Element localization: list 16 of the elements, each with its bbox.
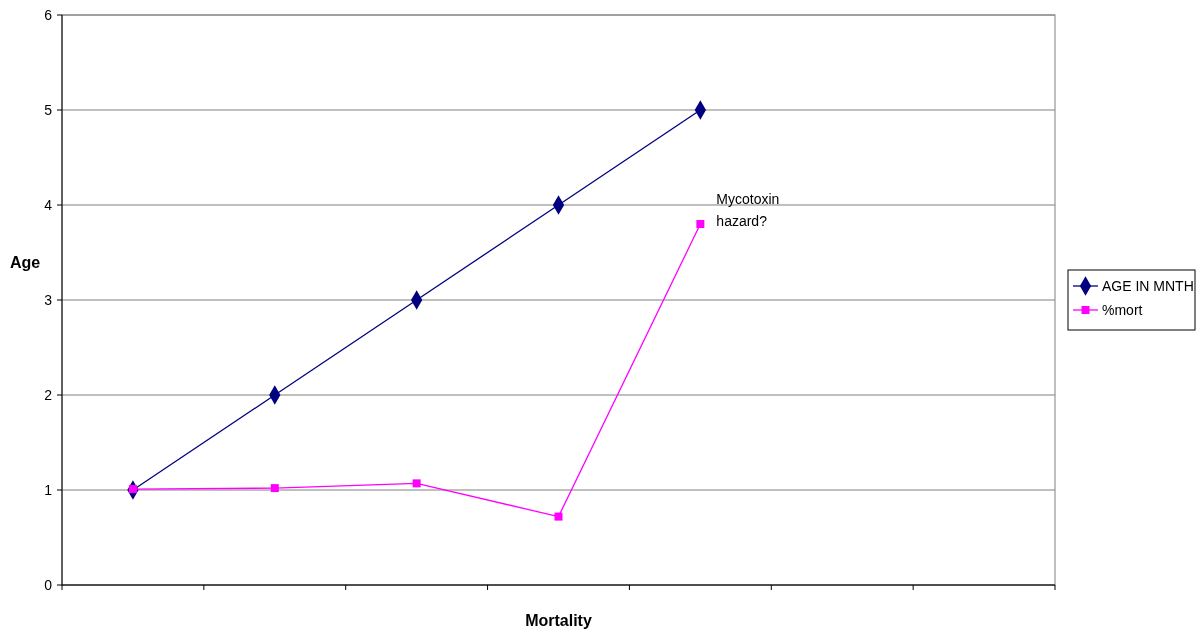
point (696, 220, 705, 228)
y-tick-label: 4 (44, 196, 53, 213)
legend-label: %mort (1102, 301, 1143, 318)
point (412, 479, 421, 488)
point (554, 512, 563, 521)
y-axis-title: Age (9, 254, 41, 271)
y-tick-label: 6 (44, 6, 53, 23)
y-tick-label: 1 (44, 481, 53, 498)
x-axis-title: Mortality (525, 612, 592, 629)
legend-label: AGE IN MNTH (1102, 277, 1194, 294)
y-tick-label: 3 (44, 291, 53, 308)
y-tick-label: 2 (44, 386, 53, 403)
annotation: Mycotoxin hazard? (716, 191, 780, 229)
point (270, 484, 279, 493)
y-tick-label: 5 (44, 101, 53, 118)
y-tick-label: 0 (44, 576, 53, 593)
